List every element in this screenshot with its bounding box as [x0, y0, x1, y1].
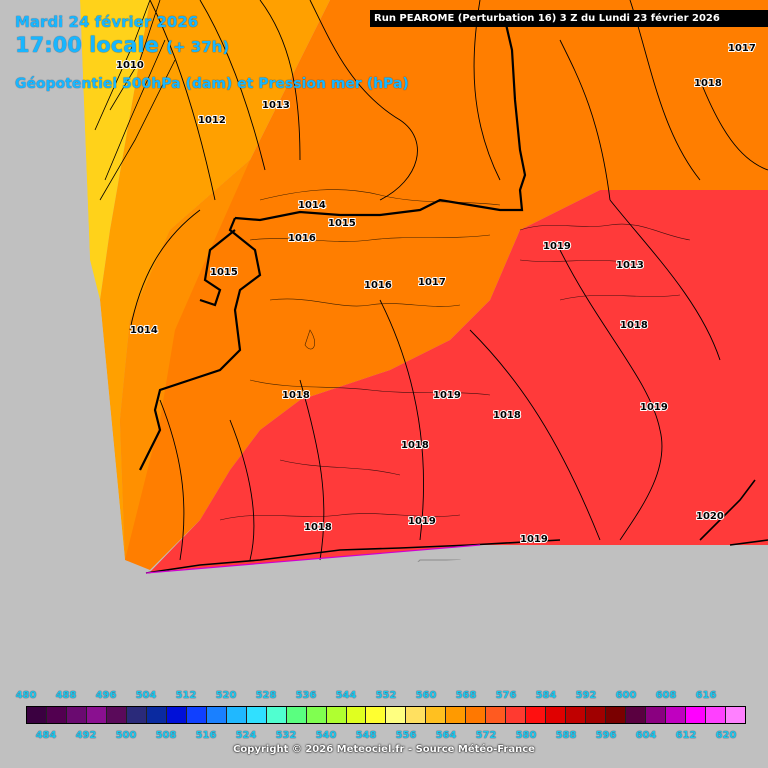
- isobar-label: 1014: [298, 200, 326, 211]
- color-scale-cell: [306, 707, 327, 723]
- color-scale-cell: [206, 707, 227, 723]
- color-scale-cell: [146, 707, 167, 723]
- color-scale-cell: [486, 707, 507, 723]
- copyright-notice: Copyright © 2026 Meteociel.fr - Source M…: [233, 744, 535, 755]
- isobar-label: 1015: [210, 267, 238, 278]
- color-scale-cell: [266, 707, 287, 723]
- isobar-label: 1019: [543, 241, 571, 252]
- color-scale-cell: [705, 707, 726, 723]
- color-scale-cell: [426, 707, 447, 723]
- country-borders: [139, 19, 527, 471]
- isobar-label: 1019: [408, 516, 436, 527]
- color-scale-cell: [246, 707, 267, 723]
- color-scale-cell: [685, 707, 706, 723]
- color-scale-cell: [126, 707, 147, 723]
- field-zone-light-orange: [100, 0, 330, 560]
- color-scale-cell: [166, 707, 187, 723]
- isobar-label: 1016: [288, 233, 316, 244]
- field-zone-yellow: [80, 0, 150, 300]
- isobar-label: 1018: [282, 390, 310, 401]
- color-scale-cell: [326, 707, 347, 723]
- isobar-label: 1017: [418, 277, 446, 288]
- isobar-label: 1015: [328, 218, 356, 229]
- coastlines: [145, 479, 768, 574]
- field-zone-red: [150, 190, 768, 572]
- isobar-label: 1019: [433, 390, 461, 401]
- isobar-label: 1013: [616, 260, 644, 271]
- color-scale-cell: [546, 707, 567, 723]
- isobar-label: 1010: [116, 60, 144, 71]
- isobar-label: 1012: [198, 115, 226, 126]
- color-scale-cell: [586, 707, 607, 723]
- isobar-label: 1018: [620, 320, 648, 331]
- color-scale-cell: [86, 707, 107, 723]
- color-scale-cell: [226, 707, 247, 723]
- isobar-label: 1018: [694, 78, 722, 89]
- color-scale-cell: [366, 707, 387, 723]
- color-scale-cell: [186, 707, 207, 723]
- isobar-label: 1017: [728, 43, 756, 54]
- color-scale-cell: [606, 707, 627, 723]
- color-scale-cell: [106, 707, 127, 723]
- isobar-label: 1018: [401, 440, 429, 451]
- color-scale-cell: [346, 707, 367, 723]
- field-zone-orange: [120, 0, 768, 570]
- color-scale-bar: [26, 706, 746, 724]
- color-scale-cell: [46, 707, 67, 723]
- color-scale-cell: [386, 707, 407, 723]
- color-scale-cell: [466, 707, 487, 723]
- isobar-label: 1014: [130, 325, 158, 336]
- isobar-label: 1019: [520, 534, 548, 545]
- color-scale-cell: [526, 707, 547, 723]
- color-scale-cell: [666, 707, 686, 723]
- color-scale-cell: [286, 707, 307, 723]
- forecast-time: 17:00 locale (+ 37h): [15, 33, 229, 57]
- isobar-labels: 1010 1012 1013 1014 1015 1016 1015 1016 …: [115, 42, 757, 546]
- color-scale-cell: [446, 707, 467, 723]
- isobar-label: 1020: [696, 511, 724, 522]
- isobar-label: 1018: [493, 410, 521, 421]
- color-scale-cell: [406, 707, 427, 723]
- forecast-date: Mardi 24 février 2026: [15, 13, 199, 31]
- color-scale-cell: [725, 707, 745, 723]
- color-scale-cell: [506, 707, 527, 723]
- isobar-label: 1018: [304, 522, 332, 533]
- geopotential-contours: [94, 0, 176, 201]
- isobar-label: 1016: [364, 280, 392, 291]
- color-scale-cell: [66, 707, 87, 723]
- isobar-lines: [129, 0, 768, 561]
- color-scale-cell: [626, 707, 647, 723]
- isobar-label: 1013: [262, 100, 290, 111]
- field-zone-mid-orange: [120, 160, 250, 560]
- forecast-time-label: 17:00 locale: [15, 33, 159, 57]
- run-title: Run PEAROME (Perturbation 16) 3 Z du Lun…: [370, 10, 768, 27]
- color-scale-cell: [566, 707, 587, 723]
- terrain-contours: [219, 189, 691, 521]
- forecast-offset: (+ 37h): [166, 38, 230, 56]
- variable-title: Géopotentiel 500hPa (dam) et Pression me…: [15, 76, 409, 92]
- isobar-label: 1019: [640, 402, 668, 413]
- color-scale-cell: [646, 707, 666, 723]
- color-scale-cell: [27, 707, 47, 723]
